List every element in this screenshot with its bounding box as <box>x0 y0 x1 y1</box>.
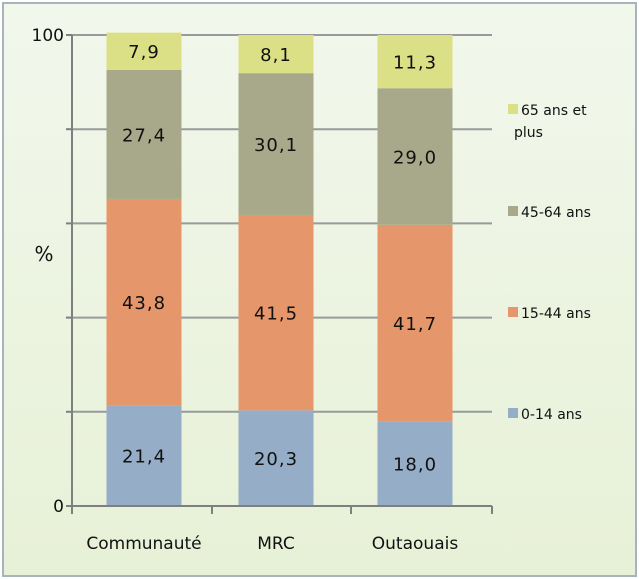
data-label: 41,5 <box>254 304 298 325</box>
legend: 0-14 ans 15-44 ans 45-64 ans 65 ans et plus <box>508 103 591 423</box>
data-label: 18,0 <box>393 455 437 476</box>
bar-segment <box>238 410 314 506</box>
bar-segment <box>238 214 314 411</box>
bar-segment <box>106 32 182 70</box>
legend-swatch <box>508 307 518 317</box>
data-label: 21,4 <box>122 447 166 468</box>
y-tick-label: 0 <box>53 497 64 517</box>
legend-swatch <box>508 206 518 216</box>
x-tick-label: Outaouais <box>372 534 459 554</box>
legend-swatch <box>508 104 518 114</box>
data-label: 30,1 <box>254 135 298 156</box>
data-label: 20,3 <box>254 449 298 470</box>
data-label: 29,0 <box>393 148 437 169</box>
bar-segment <box>106 405 182 506</box>
data-label: 43,8 <box>122 293 166 314</box>
data-label: 41,7 <box>393 314 437 335</box>
bars: 21,4 43,8 27,4 7,9 20,3 41,5 30,1 8,1 18,0 41,7 29… <box>106 32 453 506</box>
data-label: 8,1 <box>260 45 292 66</box>
y-axis-title: % <box>34 242 53 266</box>
bar-segment <box>377 421 453 506</box>
y-tick-label: 100 <box>32 26 64 46</box>
data-label: 27,4 <box>122 125 166 146</box>
legend-swatch <box>508 408 518 418</box>
x-tick-label: Communauté <box>86 534 201 554</box>
bar-segment <box>377 35 453 89</box>
bar-segment <box>238 73 314 215</box>
data-label: 7,9 <box>128 42 160 63</box>
bar-segment <box>106 198 182 406</box>
legend-label: 15-44 ans <box>521 306 591 322</box>
bar-segment <box>106 69 182 199</box>
axes: Communauté MRC Outaouais 0 100 <box>32 26 493 554</box>
bar-segment <box>377 224 453 422</box>
data-label: 11,3 <box>393 53 437 74</box>
bar-segment <box>377 88 453 225</box>
legend-label: 0-14 ans <box>521 407 582 423</box>
legend-label: 45-64 ans <box>521 205 591 221</box>
legend-label: 65 ans et plus <box>514 103 587 141</box>
bar-segment <box>238 35 314 74</box>
x-tick-label: MRC <box>257 534 295 554</box>
